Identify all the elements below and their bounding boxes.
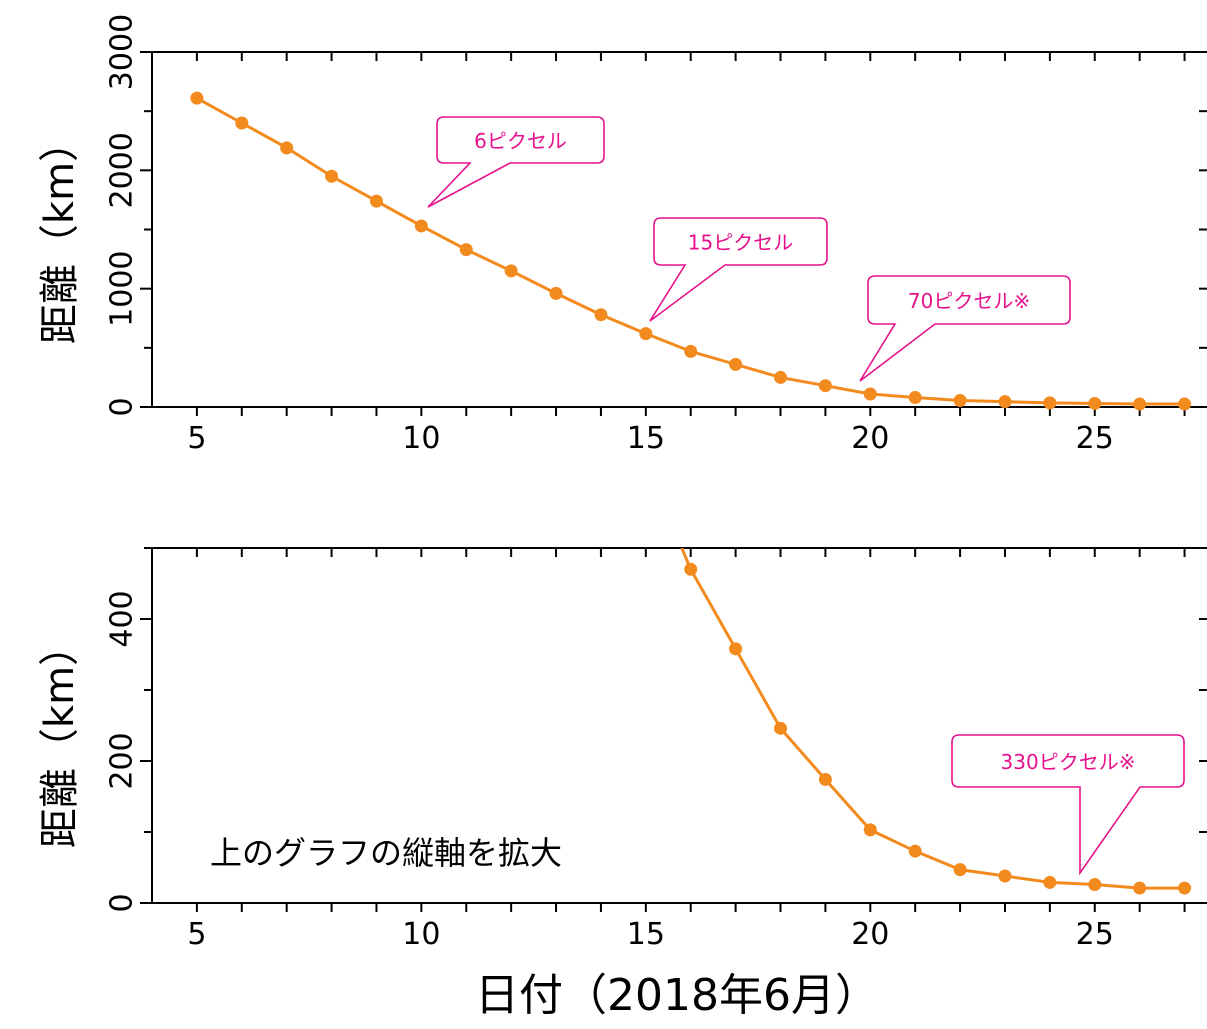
bottom-data-point (953, 863, 967, 877)
bottom-data-point (908, 844, 922, 858)
top-data-point (774, 370, 788, 384)
bottom-callout-label: 330ピクセル※ (1001, 750, 1136, 774)
top-x-tick-label: 20 (851, 421, 889, 456)
top-data-point (459, 243, 473, 257)
bottom-data-point (684, 562, 698, 576)
bottom-data-point (1043, 875, 1057, 889)
bottom-data-point (1178, 881, 1192, 895)
top-callout-box (859, 275, 1071, 382)
top-x-tick-label: 5 (187, 421, 206, 456)
bottom-y-tick-label: 400 (105, 590, 140, 647)
bottom-x-tick-label: 15 (627, 917, 665, 952)
top-data-point (325, 169, 339, 183)
top-data-point (369, 194, 383, 208)
top-data-point (280, 141, 294, 155)
top-callout-label: 70ピクセル※ (908, 289, 1030, 313)
top-data-point (549, 286, 563, 300)
top-data-point (1133, 397, 1147, 411)
top-callout-label: 6ピクセル (474, 129, 567, 153)
bottom-x-tick-label: 25 (1076, 917, 1114, 952)
top-data-point (729, 357, 743, 371)
zoom-note: 上のグラフの縦軸を拡大 (210, 834, 562, 872)
top-data-point (953, 393, 967, 407)
top-data-point (1178, 397, 1192, 411)
bottom-series-line (680, 548, 1185, 890)
top-callout-label: 15ピクセル (688, 231, 793, 255)
bottom-data-point (863, 823, 877, 837)
top-data-point (594, 308, 608, 322)
bottom-data-point (1088, 878, 1102, 892)
top-y-tick-label: 1000 (105, 250, 140, 326)
top-data-point (998, 395, 1012, 409)
top-data-point (504, 264, 518, 278)
top-x-tick-label: 15 (627, 421, 665, 456)
top-data-point (235, 116, 249, 130)
bottom-data-point (818, 772, 832, 786)
top-data-point (908, 391, 922, 405)
top-data-point (863, 387, 877, 401)
top-data-point (1043, 396, 1057, 410)
top-y-tick-label: 3000 (105, 14, 140, 90)
bottom-data-point (729, 642, 743, 656)
bottom-x-tick-label: 5 (187, 917, 206, 952)
top-y-axis-label: 距離（km） (37, 121, 83, 345)
top-data-point (639, 327, 653, 341)
bottom-data-point (1133, 881, 1147, 895)
top-callout-box (427, 116, 605, 208)
bottom-y-tick-label: 200 (105, 732, 140, 789)
bottom-x-tick-label: 20 (851, 917, 889, 952)
top-data-point (684, 344, 698, 358)
bottom-y-tick-label: 0 (105, 893, 140, 912)
top-callout-box (649, 217, 828, 322)
top-data-point (1088, 396, 1102, 410)
top-y-tick-label: 0 (105, 397, 140, 416)
bottom-callout-box (951, 734, 1185, 876)
bottom-data-point (774, 721, 788, 735)
bottom-data-point (998, 869, 1012, 883)
top-data-point (414, 219, 428, 233)
x-axis-label: 日付（2018年6月） (475, 970, 879, 1021)
top-y-tick-label: 2000 (105, 132, 140, 208)
top-x-tick-label: 25 (1076, 421, 1114, 456)
top-x-tick-label: 10 (402, 421, 440, 456)
bottom-x-tick-label: 10 (402, 917, 440, 952)
top-data-point (190, 91, 204, 105)
bottom-y-axis-label: 距離（km） (37, 625, 83, 849)
top-data-point (818, 379, 832, 393)
